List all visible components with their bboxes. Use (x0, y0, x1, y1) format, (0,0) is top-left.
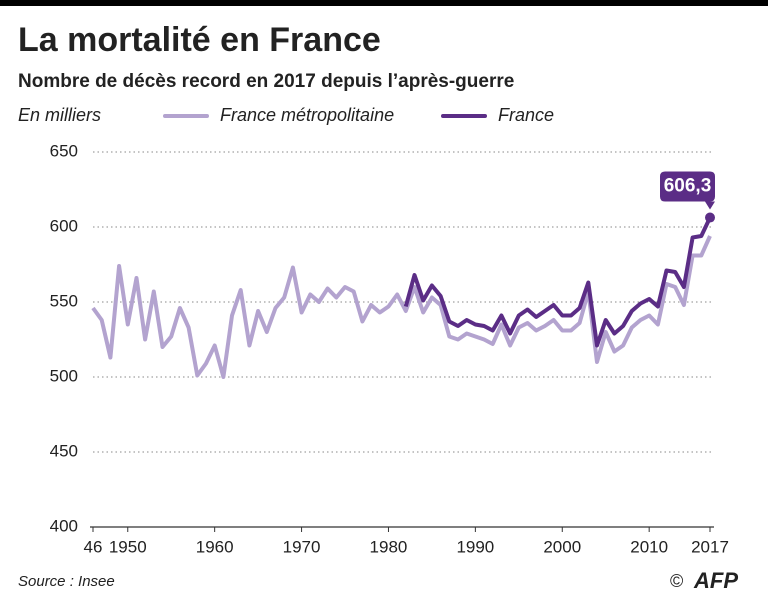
x-tick-label: 2010 (630, 537, 668, 556)
legend-label: France (498, 105, 554, 125)
top-bar (0, 0, 768, 6)
y-axis-label: En milliers (18, 105, 101, 125)
y-tick-label: 450 (50, 441, 78, 460)
x-tick-label: 1980 (370, 537, 408, 556)
x-tick-label: 1960 (196, 537, 234, 556)
x-tick-label: 46 (84, 537, 103, 556)
y-tick-label: 550 (50, 291, 78, 310)
source: Source : Insee (18, 573, 115, 590)
y-tick-label: 600 (50, 216, 78, 235)
x-tick-label: 1990 (456, 537, 494, 556)
x-tick-label: 2017 (691, 537, 729, 556)
end-point (705, 212, 715, 223)
x-tick-label: 2000 (543, 537, 581, 556)
credit-logo: AFP (693, 568, 738, 593)
y-tick-label: 400 (50, 516, 78, 535)
chart-subtitle: Nombre de décès record en 2017 depuis l’… (18, 71, 514, 92)
copyright: © (670, 571, 683, 591)
x-tick-label: 1950 (109, 537, 147, 556)
series-line (403, 216, 712, 348)
data-label: 606,3 (664, 176, 712, 197)
x-tick-label: 1970 (283, 537, 321, 556)
y-tick-label: 500 (50, 366, 78, 385)
annotation-box (660, 171, 715, 210)
chart-title: La mortalité en France (18, 21, 381, 59)
legend-label: France métropolitaine (220, 105, 394, 125)
y-tick-label: 650 (50, 141, 78, 160)
series-line (91, 235, 712, 379)
